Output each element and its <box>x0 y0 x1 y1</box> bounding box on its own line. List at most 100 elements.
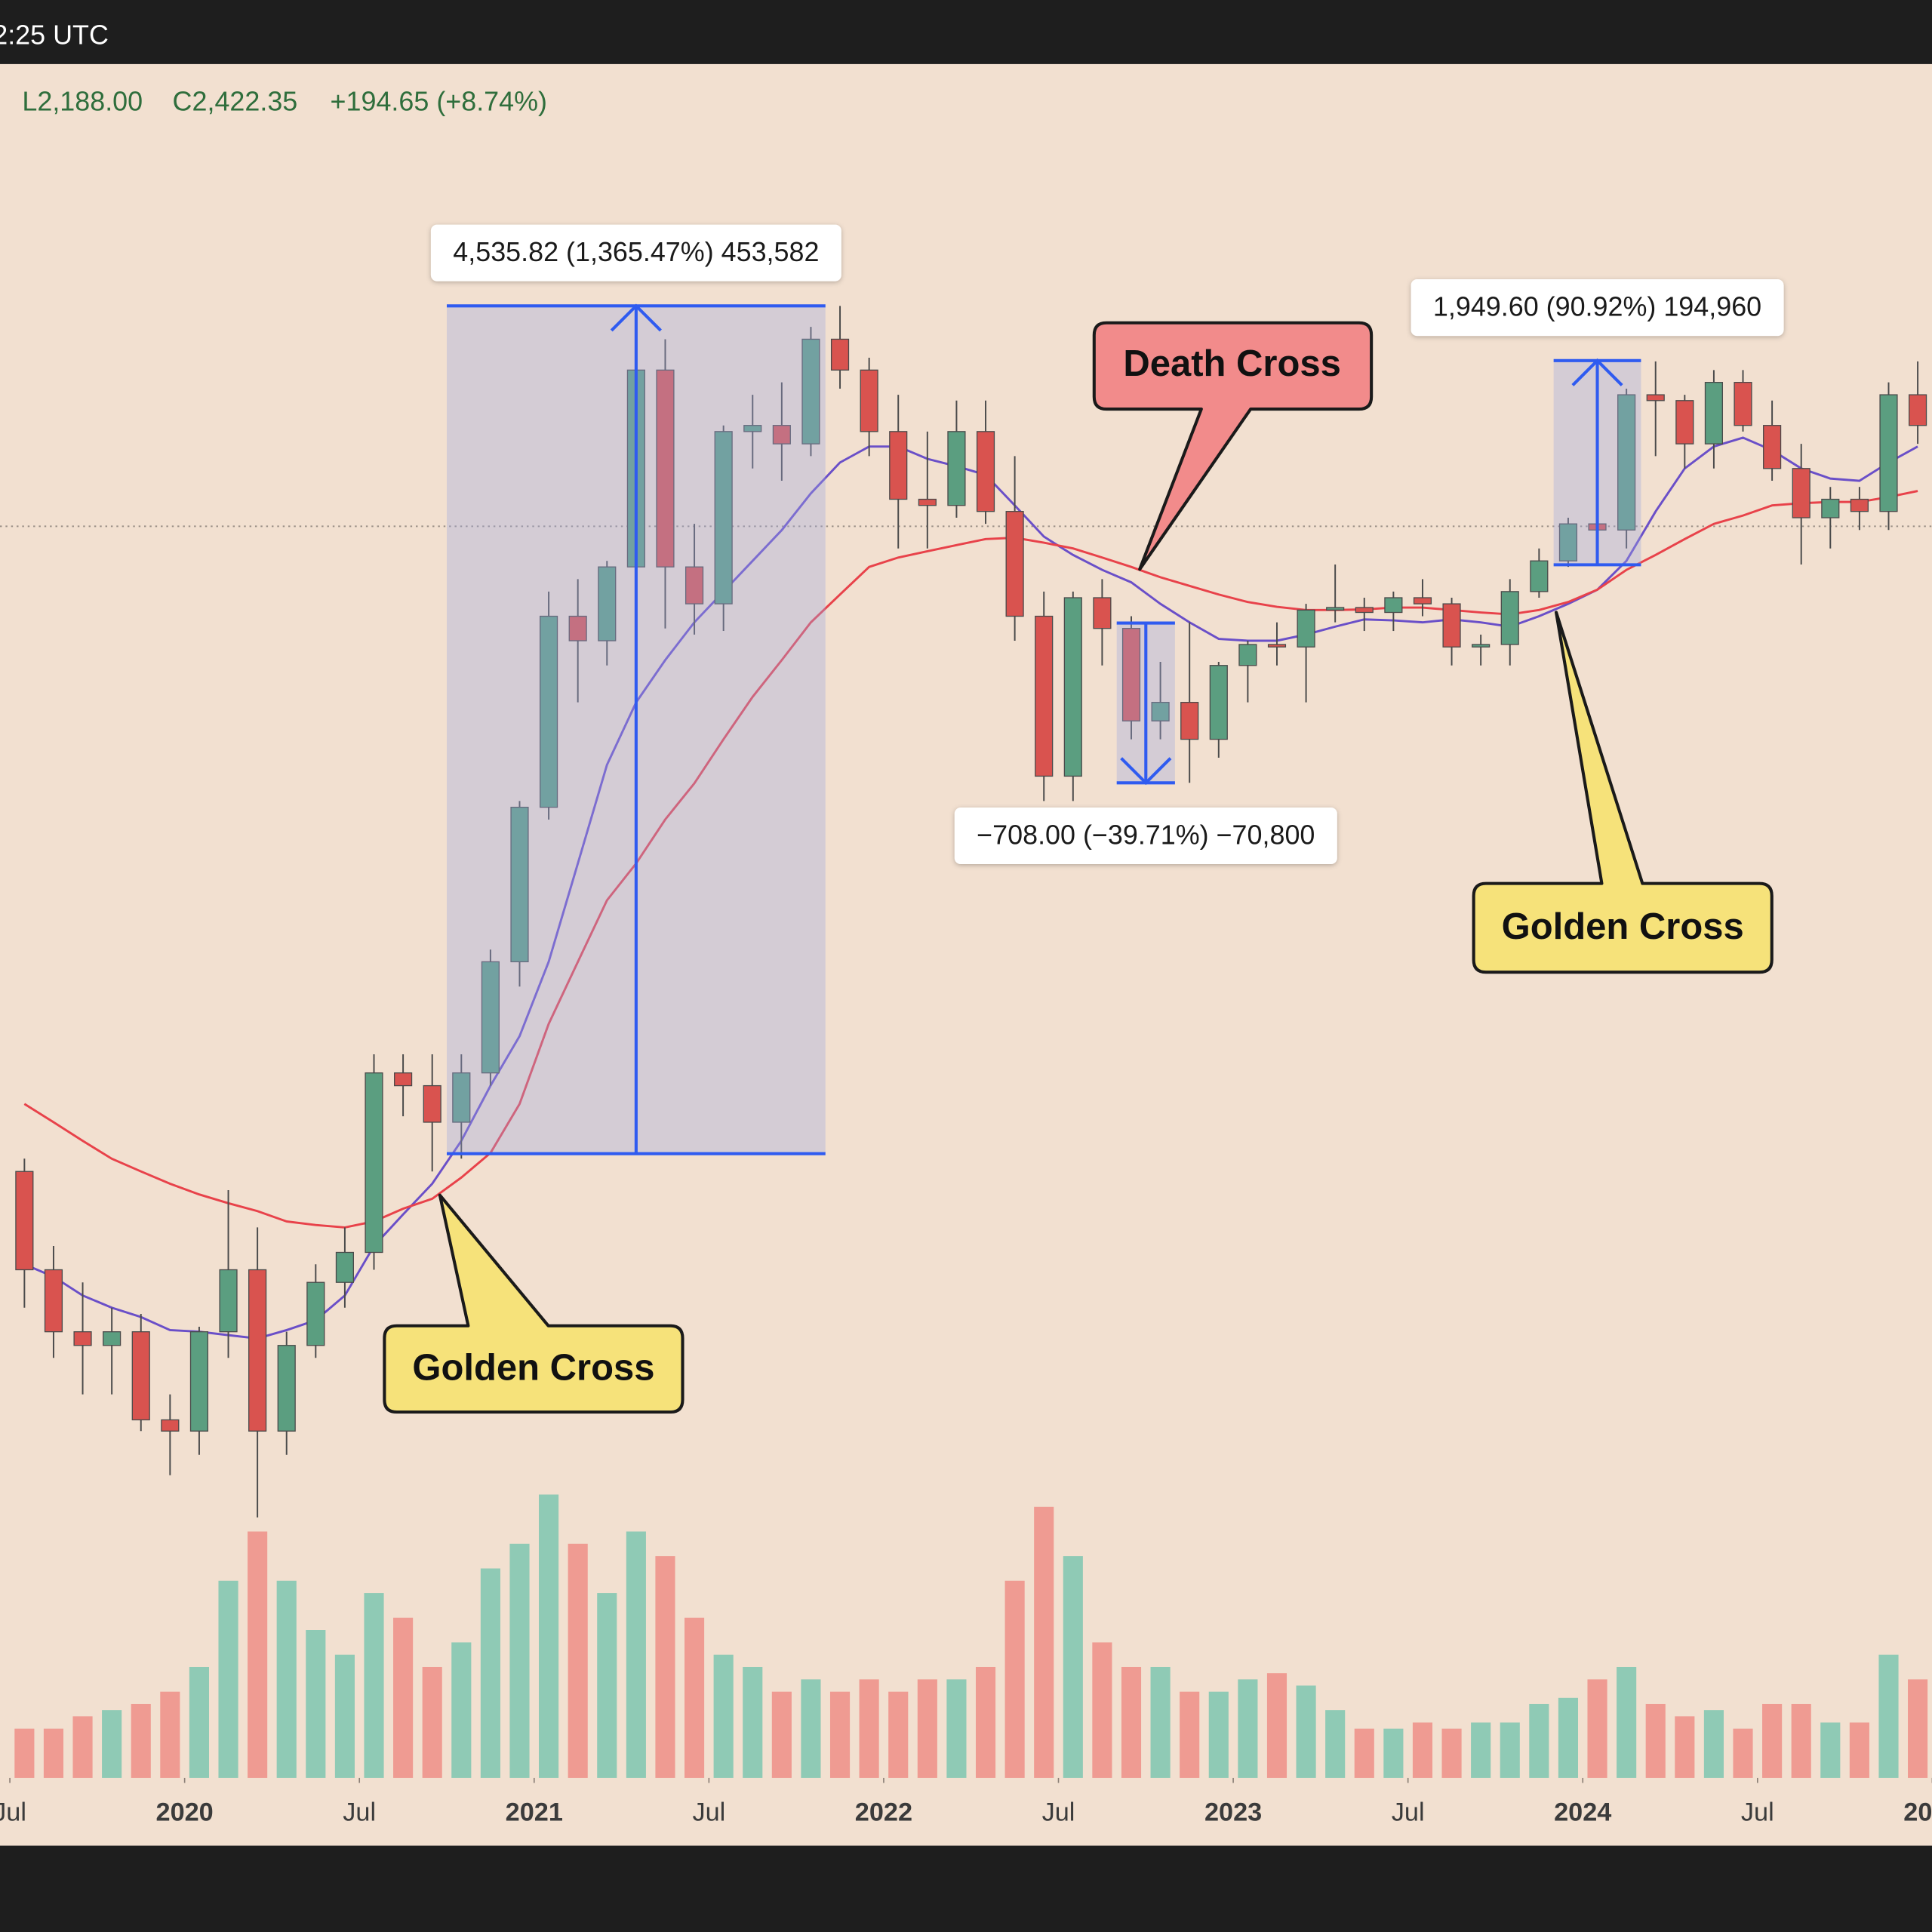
x-tick-label: 2025 <box>1903 1798 1932 1826</box>
candle-body <box>1500 591 1519 645</box>
volume-bar <box>480 1568 500 1778</box>
x-tick-label: Jul <box>343 1798 376 1826</box>
candle-body <box>365 1072 383 1254</box>
candle-body <box>1151 702 1170 721</box>
candle-body <box>743 425 762 432</box>
candle-body <box>481 961 500 1074</box>
volume-bar <box>1238 1679 1258 1778</box>
callout-text: Death Cross <box>1123 343 1340 384</box>
volume-bar <box>189 1666 209 1778</box>
volume-bar <box>1645 1703 1666 1778</box>
candle-body <box>1792 468 1810 518</box>
change-readout: +194.65 (+8.74%) <box>331 86 547 117</box>
candle-body <box>15 1171 34 1271</box>
volume-bar <box>509 1543 530 1778</box>
candle-body <box>947 431 966 506</box>
candle-body <box>1558 523 1578 561</box>
measure-label: −708.00 (−39.71%) −70,800 <box>977 820 1315 851</box>
volume-bar <box>1529 1703 1549 1778</box>
measure-arrowhead <box>610 303 662 332</box>
volume-bar <box>364 1593 384 1778</box>
volume-bar <box>1004 1580 1025 1778</box>
ohlc-readout: L2,188.00 C2,422.35 +194.65 (+8.74%) <box>22 86 547 117</box>
candle-body <box>423 1084 441 1123</box>
candle-body <box>1734 382 1752 426</box>
candle-body <box>1909 394 1927 426</box>
candle-body <box>44 1269 63 1333</box>
volume-bar <box>1296 1685 1316 1778</box>
measure-arrowhead <box>1120 757 1172 786</box>
volume-bar <box>829 1691 851 1778</box>
volume-bar <box>626 1531 646 1778</box>
candle-body <box>394 1072 413 1087</box>
volume-bar <box>1092 1642 1112 1778</box>
callout-box <box>1472 611 1774 974</box>
candle-body <box>1442 603 1461 648</box>
candle-body <box>714 431 733 605</box>
volume-bar <box>1762 1703 1783 1778</box>
volume-bar <box>1820 1722 1841 1778</box>
volume-bar <box>102 1710 122 1778</box>
x-tick-label: Jul <box>1392 1798 1425 1826</box>
volume-bar <box>1266 1673 1287 1778</box>
candle-body <box>1675 400 1694 445</box>
candle-body <box>1297 609 1315 648</box>
volume-bar <box>1675 1716 1695 1778</box>
volume-bar <box>393 1617 414 1778</box>
candle-body <box>830 338 850 371</box>
x-tick-label: 2020 <box>156 1798 214 1826</box>
candle-body <box>685 566 704 605</box>
volume-bar <box>1412 1722 1433 1778</box>
volume-bar <box>1325 1710 1346 1778</box>
candle-body <box>1617 394 1636 531</box>
callout-texts: Golden Cross Death Cross Golden Cross <box>412 343 1743 1389</box>
callout-text: Golden Cross <box>412 1347 654 1388</box>
x-tick-label: 2024 <box>1554 1798 1611 1826</box>
volume-bar <box>334 1654 355 1778</box>
x-tick-label: Jul <box>1042 1798 1075 1826</box>
volume-bar <box>743 1666 763 1778</box>
candle-body <box>1005 511 1024 617</box>
moving-average-line <box>23 490 1918 1229</box>
candle-body <box>1238 644 1257 666</box>
volume-bar <box>131 1703 151 1778</box>
volume-bar <box>276 1580 297 1778</box>
candle-body <box>306 1281 325 1346</box>
callout-text: Golden Cross <box>1502 906 1744 947</box>
close-readout: C2,422.35 <box>173 86 298 117</box>
volume-bar <box>306 1630 326 1778</box>
candle-body <box>452 1072 471 1123</box>
candle-body <box>277 1345 296 1432</box>
candle-body <box>568 615 587 641</box>
volume-bar <box>539 1494 559 1778</box>
candle-body <box>1267 644 1287 648</box>
candle-body <box>219 1269 238 1333</box>
candle-body <box>1063 597 1082 777</box>
candle-body <box>1035 615 1054 777</box>
volume-bar <box>1878 1654 1899 1778</box>
candle-body <box>1413 597 1432 605</box>
volume-bar <box>43 1728 64 1778</box>
candle-body <box>976 431 995 512</box>
candle-body <box>1472 644 1491 648</box>
callouts <box>383 321 1774 1414</box>
candle-body <box>248 1269 267 1432</box>
volume-bar <box>1587 1679 1607 1778</box>
x-tick-label: Jul <box>1741 1798 1774 1826</box>
candle-body <box>1384 597 1403 614</box>
volume-bar <box>1733 1728 1753 1778</box>
moving-average-line <box>23 436 1918 1340</box>
candle-body <box>1530 560 1549 592</box>
callout-box <box>383 1193 685 1414</box>
candle-body <box>1180 702 1199 740</box>
measure-label-box <box>954 807 1337 865</box>
candle-body <box>598 566 617 641</box>
candle-body <box>1850 498 1869 512</box>
candle-body <box>918 498 937 506</box>
volume-layer <box>14 1494 1928 1778</box>
clock: 2:25 UTC <box>0 19 109 50</box>
x-tick-label: 2023 <box>1204 1798 1262 1826</box>
candle-body <box>1704 382 1724 445</box>
candle-body <box>1763 425 1782 469</box>
volume-bar <box>771 1691 792 1778</box>
